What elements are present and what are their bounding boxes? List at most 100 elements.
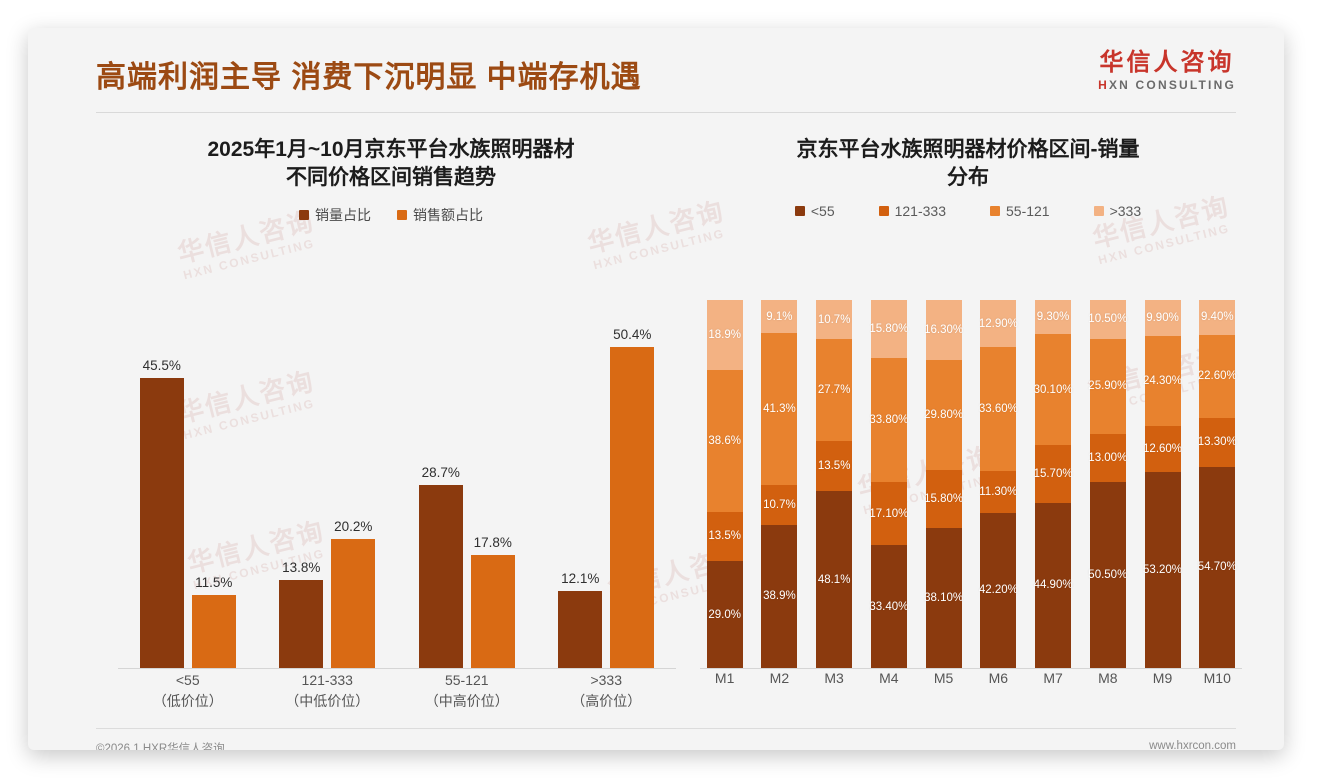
stacked-bar-segment[interactable]: 25.90% <box>1088 338 1127 435</box>
stacked-bar-segment[interactable]: 42.20% <box>979 512 1018 668</box>
stacked-bar-segment[interactable]: 9.40% <box>1199 300 1236 335</box>
stacked-bar-segment[interactable]: 16.30% <box>924 300 964 360</box>
stacked-segment-value-label: 16.30% <box>924 323 964 336</box>
stacked-bar[interactable]: 12.90% 33.60% 11.30% 42.20% <box>979 300 1018 668</box>
stacked-bar[interactable]: 9.1% 41.3% 10.7% 38.9% <box>761 300 798 668</box>
legend-item[interactable]: <55 <box>794 203 835 219</box>
bar-column[interactable]: 45.5% <box>139 318 184 668</box>
stacked-bar-segment[interactable]: 33.80% <box>869 358 908 483</box>
logo-initial: H <box>1098 78 1109 93</box>
stacked-bar-segment[interactable]: 11.30% <box>979 471 1017 513</box>
stacked-bar-segment[interactable]: 15.80% <box>869 300 908 359</box>
stacked-bar-segment[interactable]: 12.90% <box>979 300 1018 348</box>
stacked-bar-column[interactable]: 15.80% 33.80% 17.10% 33.40% <box>864 300 913 668</box>
slide-header: 高端利润主导 消费下沉明显 中端存机遇 华信人咨询 HXN CONSULTING <box>28 28 1284 112</box>
stacked-bar-segment[interactable]: 41.3% <box>761 333 798 486</box>
stacked-bar-column[interactable]: 12.90% 33.60% 11.30% 42.20% <box>974 300 1023 668</box>
stacked-bar[interactable]: 18.9% 38.6% 13.5% 29.0% <box>706 300 743 668</box>
stacked-bar-segment[interactable]: 9.90% <box>1144 300 1181 337</box>
x-axis-tick-label: M1 <box>714 670 735 686</box>
bar-column[interactable]: 12.1% <box>558 318 603 668</box>
x-axis-tick-label: M6 <box>988 670 1009 686</box>
bar[interactable] <box>279 580 324 668</box>
stacked-bar-segment[interactable]: 9.30% <box>1035 300 1072 335</box>
stacked-bar[interactable]: 9.40% 22.60% 13.30% 54.70% <box>1197 300 1237 668</box>
stacked-bar[interactable]: 15.80% 33.80% 17.10% 33.40% <box>869 300 908 668</box>
stacked-bar-column[interactable]: 9.30% 30.10% 15.70% 44.90% <box>1028 300 1077 668</box>
bar-column[interactable]: 17.8% <box>470 318 515 668</box>
stacked-bar-segment[interactable]: 15.80% <box>924 469 963 528</box>
stacked-bar-segment[interactable]: 27.7% <box>816 339 853 442</box>
stacked-bar-segment[interactable]: 38.9% <box>761 524 798 668</box>
legend-item[interactable]: 121-333 <box>878 203 946 219</box>
legend-item[interactable]: 销售额占比 <box>397 205 483 225</box>
stacked-bar[interactable]: 9.30% 30.10% 15.70% 44.90% <box>1034 300 1073 668</box>
legend-swatch-icon <box>990 206 1000 217</box>
stacked-bar-segment[interactable]: 44.90% <box>1034 502 1073 668</box>
legend-swatch-icon <box>878 206 889 217</box>
legend-item[interactable]: 销量占比 <box>299 205 371 225</box>
stacked-bar-segment[interactable]: 33.60% <box>979 347 1018 472</box>
stacked-bar-segment[interactable]: 48.1% <box>816 491 853 669</box>
stacked-bar-column[interactable]: 9.90% 24.30% 12.60% 53.20% <box>1138 300 1187 669</box>
stacked-bar-segment[interactable]: 13.5% <box>706 511 743 562</box>
stacked-bar-segment[interactable]: 17.10% <box>869 482 908 546</box>
stacked-bar-segment[interactable]: 18.9% <box>706 300 743 370</box>
stacked-segment-value-label: 29.0% <box>708 608 741 621</box>
stacked-bar[interactable]: 10.7% 27.7% 13.5% 48.1% <box>816 300 853 669</box>
stacked-bar[interactable]: 10.50% 25.90% 13.00% 50.50% <box>1088 300 1127 668</box>
bar-value-label: 12.1% <box>561 571 600 586</box>
stacked-bar-column[interactable]: 9.40% 22.60% 13.30% 54.70% <box>1193 300 1242 668</box>
footer-copyright: ©2026.1 HXR华信人咨询 <box>96 743 225 750</box>
legend-item[interactable]: 55-121 <box>990 203 1050 219</box>
bar-column[interactable]: 28.7% <box>418 318 463 668</box>
bar[interactable] <box>558 591 603 668</box>
bar[interactable] <box>610 347 655 668</box>
stacked-bar-segment[interactable]: 38.6% <box>706 369 743 512</box>
stacked-segment-value-label: 38.10% <box>924 591 964 604</box>
bar[interactable] <box>331 539 376 668</box>
stacked-bar-segment[interactable]: 13.00% <box>1088 434 1127 482</box>
x-axis-tick-label: M10 <box>1203 670 1231 686</box>
stacked-bar[interactable]: 16.30% 29.80% 15.80% 38.10% <box>924 300 964 668</box>
stacked-bar-column[interactable]: 10.50% 25.90% 13.00% 50.50% <box>1083 300 1132 668</box>
stacked-bar-segment[interactable]: 13.5% <box>816 441 853 491</box>
bar-column[interactable]: 11.5% <box>191 318 236 668</box>
stacked-bar-segment[interactable]: 29.0% <box>706 561 743 668</box>
stacked-bar-column[interactable]: 10.7% 27.7% 13.5% 48.1% <box>809 300 858 669</box>
stacked-segment-value-label: 13.30% <box>1197 436 1237 449</box>
stacked-bar-segment[interactable]: 10.50% <box>1088 300 1127 339</box>
stacked-bar-column[interactable]: 16.30% 29.80% 15.80% 38.10% <box>919 300 968 668</box>
x-axis-tick-sub: （中低价位） <box>285 693 370 709</box>
legend-item[interactable]: >333 <box>1093 203 1141 219</box>
bar-column[interactable]: 20.2% <box>331 318 376 668</box>
stacked-bar-segment[interactable]: 30.10% <box>1034 334 1073 445</box>
bar[interactable] <box>418 485 463 668</box>
left-chart-title: 2025年1月~10月京东平台水族照明器材 不同价格区间销售趋势 <box>96 122 686 191</box>
stacked-bar-column[interactable]: 18.9% 38.6% 13.5% 29.0% <box>700 300 749 668</box>
bar-column[interactable]: 50.4% <box>610 318 655 668</box>
stacked-bar-segment[interactable]: 22.60% <box>1198 334 1237 418</box>
stacked-bar-column[interactable]: 9.1% 41.3% 10.7% 38.9% <box>755 300 804 668</box>
stacked-bar-segment[interactable]: 12.60% <box>1143 425 1182 473</box>
stacked-bar-segment[interactable]: 38.10% <box>924 527 964 668</box>
stacked-bar-segment[interactable]: 54.70% <box>1198 466 1237 668</box>
stacked-bar-segment[interactable]: 15.70% <box>1034 444 1073 503</box>
bar[interactable] <box>191 594 236 668</box>
stacked-bar-segment[interactable]: 24.30% <box>1143 336 1182 426</box>
stacked-bar-segment[interactable]: 10.7% <box>816 300 853 340</box>
stacked-bar-segment[interactable]: 53.20% <box>1143 472 1182 669</box>
x-axis-tick-label: 55-121 （中高价位） <box>400 670 534 712</box>
stacked-bar-segment[interactable]: 29.80% <box>924 359 963 470</box>
stacked-segment-value-label: 9.40% <box>1200 311 1234 324</box>
right-chart-title-line1: 京东平台水族照明器材价格区间-销量 <box>796 138 1140 161</box>
stacked-bar[interactable]: 9.90% 24.30% 12.60% 53.20% <box>1143 300 1182 669</box>
stacked-bar-segment[interactable]: 33.40% <box>869 545 908 668</box>
bar[interactable] <box>139 378 184 668</box>
stacked-bar-segment[interactable]: 50.50% <box>1088 481 1127 668</box>
stacked-bar-segment[interactable]: 10.7% <box>761 485 798 525</box>
bar[interactable] <box>470 554 515 668</box>
stacked-bar-segment[interactable]: 13.30% <box>1197 417 1237 467</box>
stacked-bar-segment[interactable]: 9.1% <box>761 300 798 334</box>
bar-column[interactable]: 13.8% <box>279 318 324 668</box>
